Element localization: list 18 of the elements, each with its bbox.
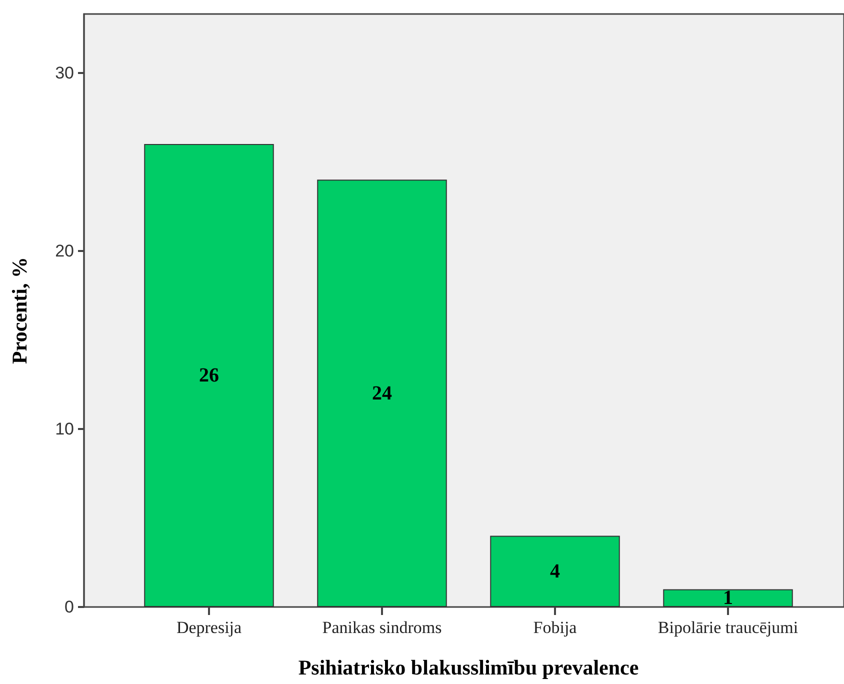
bar	[490, 536, 620, 607]
y-tick-label: 0	[64, 598, 74, 616]
x-axis-title: Psihiatrisko blakusslimību prevalence	[298, 656, 639, 680]
bar	[144, 144, 274, 607]
x-tick-label: Panikas sindroms	[322, 618, 442, 637]
bar	[663, 589, 793, 607]
y-tick-label: 10	[55, 419, 74, 438]
data-label: 26	[199, 364, 219, 386]
data-label: 24	[372, 382, 392, 404]
x-tick-label: Fobija	[533, 618, 578, 637]
data-label: 4	[550, 560, 560, 582]
x-tick-label: Bipolārie traucējumi	[658, 618, 798, 637]
y-tick-label: 30	[55, 63, 74, 82]
x-tick-label: Depresija	[176, 618, 242, 637]
y-axis-title: Procenti, %	[8, 257, 32, 364]
data-label: 1	[723, 587, 733, 610]
y-tick-label: 20	[55, 241, 74, 260]
bar	[317, 180, 447, 607]
